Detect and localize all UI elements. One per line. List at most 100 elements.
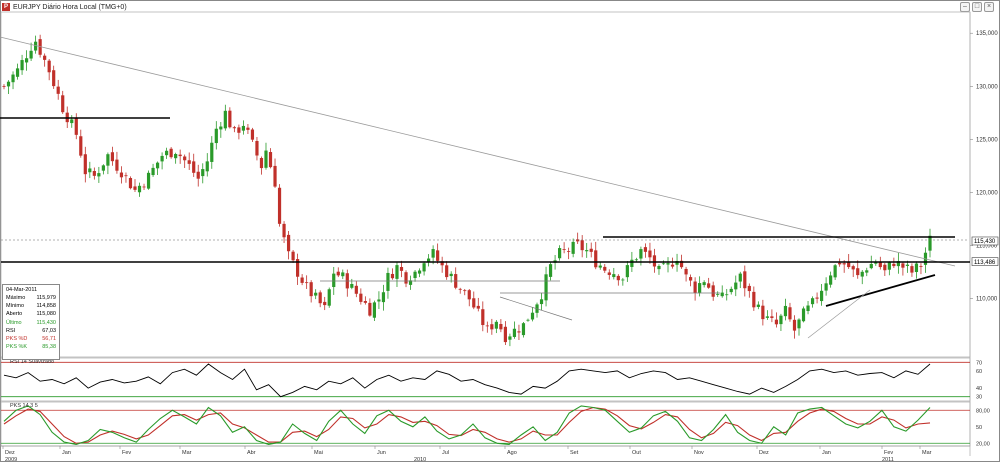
candle-body <box>476 305 480 309</box>
candle-body <box>155 162 160 169</box>
candle-body <box>612 274 616 278</box>
candle-body <box>52 70 56 87</box>
candle-body <box>485 325 489 327</box>
candle-body <box>359 293 363 302</box>
candle-body <box>192 161 196 173</box>
x-month-label: Mar <box>922 450 932 456</box>
candle-body <box>6 81 11 87</box>
candle-body <box>905 264 910 266</box>
candle-body <box>503 326 507 343</box>
candle-body <box>119 172 124 178</box>
data-window-row: Aberto 115,080 <box>3 310 59 318</box>
candle-body <box>819 290 824 302</box>
candle-body <box>327 289 331 306</box>
candle-body <box>445 265 449 278</box>
candle-body <box>824 283 828 291</box>
candle-body <box>395 265 399 279</box>
candle-body <box>386 272 390 291</box>
candle-body <box>237 127 241 133</box>
data-window-value: 115,080 <box>36 311 56 318</box>
candle-body <box>752 291 756 308</box>
candle-body <box>309 282 313 297</box>
candle-body <box>643 247 648 252</box>
x-month-label: Ago <box>507 450 517 456</box>
candle-body <box>616 275 620 281</box>
candle-body <box>92 170 96 176</box>
data-window-row: Máximo 115,979 <box>3 294 59 302</box>
chart-title-bar: P EURJPY Diário Hora Local (TMG+0) <box>2 1 127 13</box>
candle-body <box>264 150 268 168</box>
y-tick-label: 110,000 <box>976 297 998 303</box>
candles-group <box>2 34 932 347</box>
pks-pane-label: PKS 14 3 5 <box>10 403 38 409</box>
y-tick-label: 115,000 <box>976 244 998 250</box>
candle-body <box>128 178 133 189</box>
candle-body <box>729 288 733 293</box>
candle-body <box>427 258 431 262</box>
candle-body <box>521 323 526 336</box>
candle-body <box>273 165 277 187</box>
candle-body <box>675 261 679 265</box>
candle-body <box>83 154 87 175</box>
candle-body <box>806 305 810 312</box>
rsi-tick-label: 70 <box>976 360 982 366</box>
pane-border <box>0 357 971 402</box>
rsi-line <box>3 363 931 398</box>
candle-body <box>201 169 205 177</box>
y-tick-label: 120,000 <box>976 190 998 196</box>
candle-body <box>670 264 675 267</box>
candle-body <box>20 60 24 71</box>
data-window-label: PKS %D <box>6 335 28 342</box>
price-tag-label: 113,486 <box>974 260 996 266</box>
candle-body <box>548 264 553 277</box>
candle-body <box>377 299 381 302</box>
candle-body <box>381 292 386 303</box>
candle-body <box>494 321 498 329</box>
data-window-row: Último 115,430 <box>3 319 59 327</box>
candle-body <box>901 263 905 268</box>
minimize-icon[interactable]: – <box>960 2 970 12</box>
pane-border <box>0 11 971 358</box>
candle-body <box>698 283 702 293</box>
candle-body <box>277 187 282 224</box>
candle-body <box>178 154 182 157</box>
candle-body <box>205 161 209 172</box>
data-window-label: PKS %K <box>6 344 28 351</box>
close-icon[interactable]: × <box>984 2 994 12</box>
candle-body <box>738 273 742 282</box>
candle-body <box>892 263 896 267</box>
x-month-label: Jan <box>62 450 71 456</box>
x-month-label: Set <box>570 450 579 456</box>
rsi-pane-label: RSI 14 Suavizado <box>10 359 55 365</box>
data-window-label: Máximo <box>6 295 26 301</box>
candle-body <box>219 126 223 130</box>
candle-body <box>842 263 846 265</box>
candle-body <box>603 266 607 271</box>
x-month-label: Fev <box>884 450 893 456</box>
candle-body <box>716 293 720 295</box>
trendline-down <box>0 36 956 267</box>
candle-body <box>711 285 715 297</box>
candle-body <box>688 277 693 281</box>
candle-body <box>472 298 476 308</box>
data-window-value: 56,71 <box>42 335 56 342</box>
candle-body <box>408 280 413 285</box>
candle-body <box>101 165 105 171</box>
x-month-label: Fev <box>122 450 131 456</box>
candle-body <box>314 292 318 296</box>
candle-body <box>34 41 38 51</box>
candle-body <box>174 153 178 159</box>
channel-line <box>499 296 573 321</box>
candle-body <box>598 265 602 268</box>
candle-body <box>88 168 92 173</box>
rsi-tick-label: 60 <box>976 369 982 375</box>
candle-body <box>779 315 783 325</box>
candle-body <box>372 302 376 318</box>
data-window-label: Último <box>6 319 22 326</box>
x-month-label: Mai <box>314 450 323 456</box>
rsi-tick-label: 40 <box>976 386 982 392</box>
candle-body <box>761 305 765 320</box>
maximize-icon[interactable]: □ <box>972 2 982 12</box>
candle-body <box>792 319 797 331</box>
